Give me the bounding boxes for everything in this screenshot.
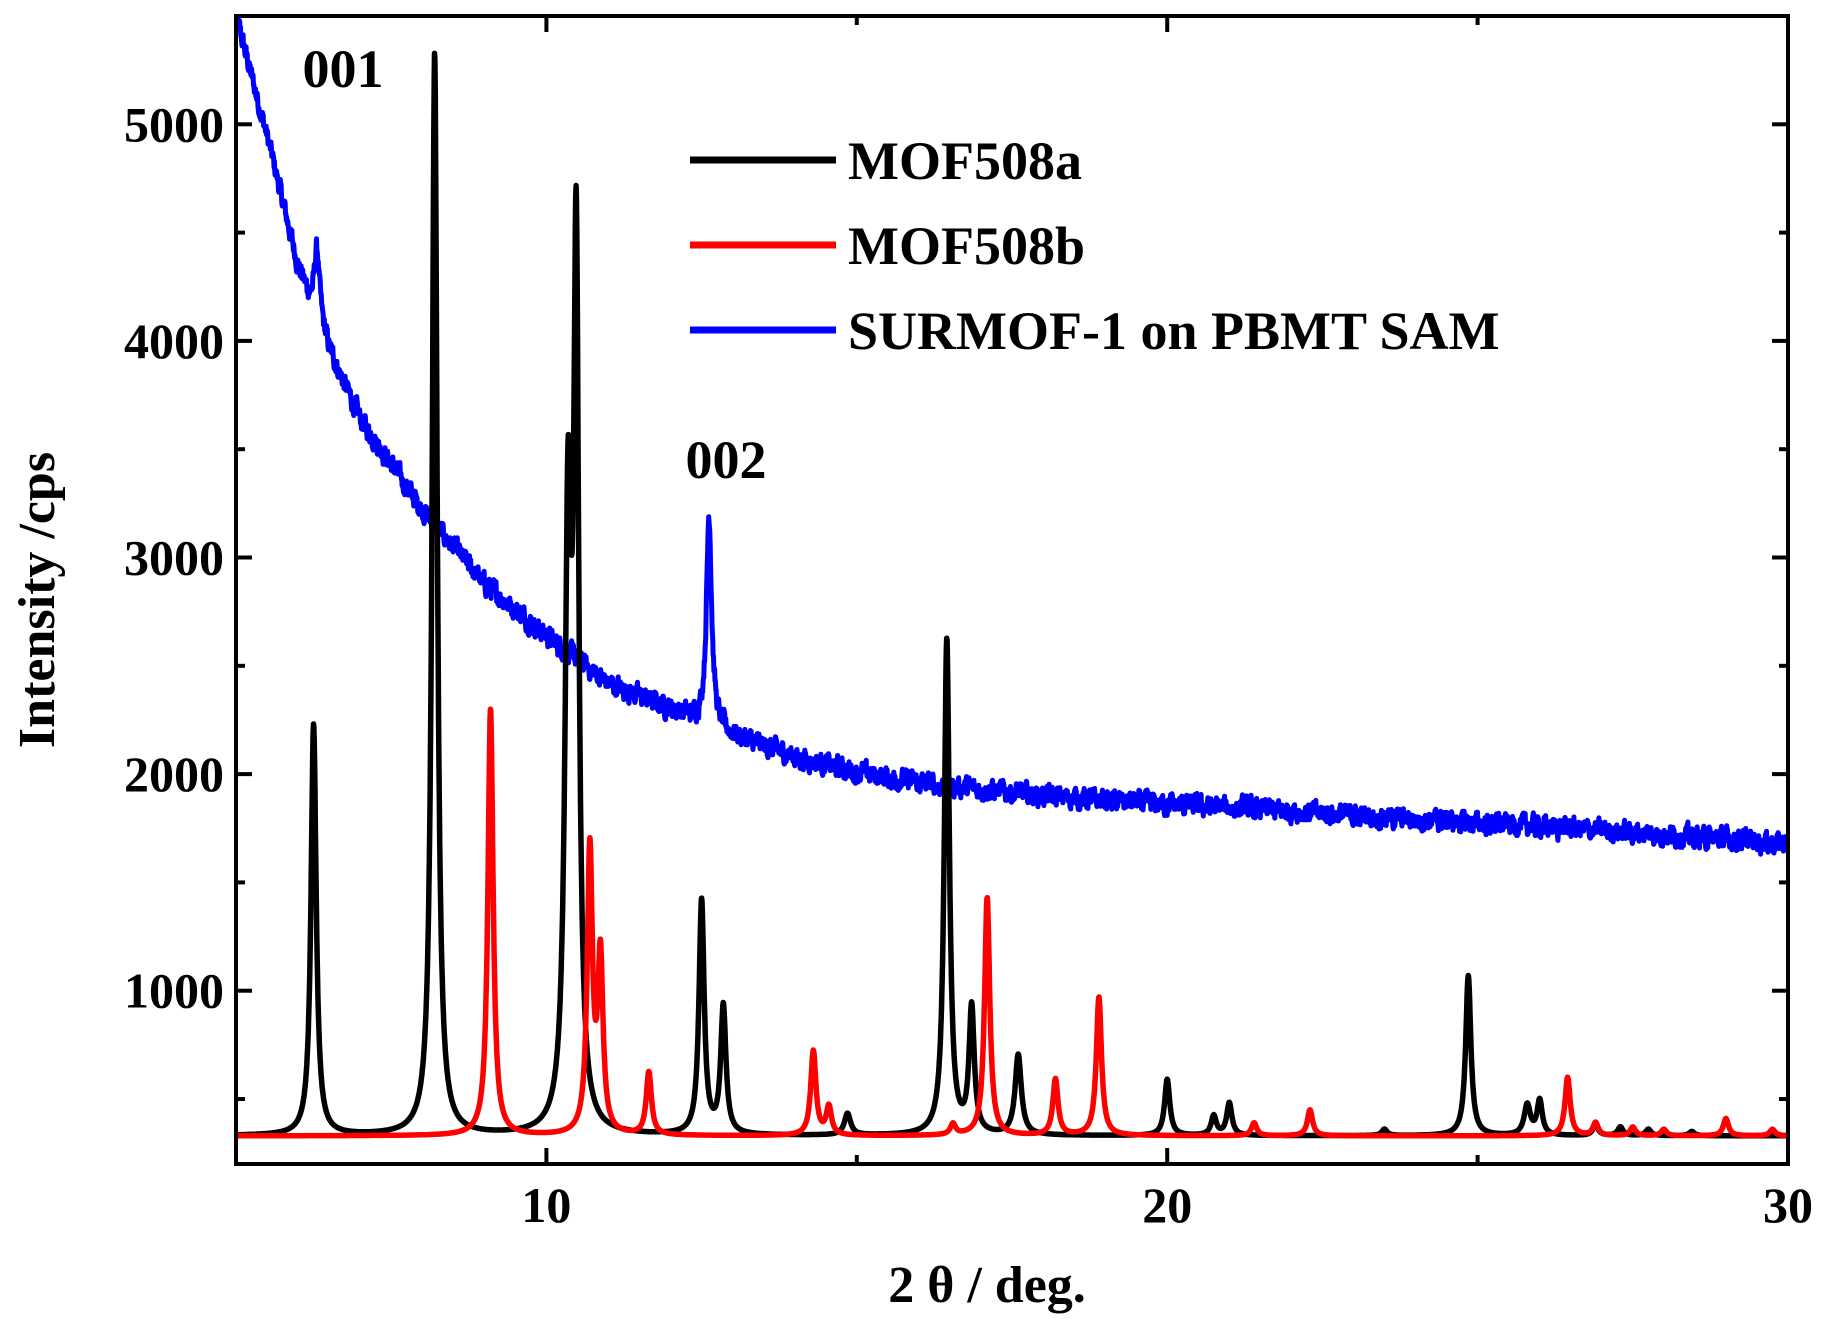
plot-frame (234, 14, 1790, 1166)
y-tick-label: 2000 (124, 746, 224, 802)
series-line-mof508b (236, 706, 1788, 1139)
annotation-002: 002 (686, 430, 767, 490)
y-tick-label: 3000 (124, 530, 224, 586)
y-axis-title: Intensity /cps (9, 452, 66, 748)
y-tick-label: 5000 (124, 96, 224, 152)
legend-label-mof508a: MOF508a (848, 131, 1082, 191)
y-tick-label: 4000 (124, 313, 224, 369)
x-tick-label: 20 (1142, 1177, 1192, 1233)
series-layer (236, 16, 1788, 1139)
ticks-layer: 10 20 30 1000 2000 3000 4000 5000 (124, 16, 1813, 1233)
x-axis-title: 2 θ / deg. (888, 1257, 1086, 1314)
legend-label-surmof: SURMOF-1 on PBMT SAM (848, 301, 1500, 361)
legend: MOF508a MOF508b SURMOF-1 on PBMT SAM (690, 131, 1500, 361)
series-line-mof508a (236, 50, 1788, 1139)
plot-area (236, 16, 1788, 1139)
annotation-001: 001 (303, 39, 384, 99)
series-line-surmof-1-on-pbmt-sam (236, 16, 1788, 857)
x-tick-label: 10 (521, 1177, 571, 1233)
x-tick-label: 30 (1763, 1177, 1813, 1233)
y-tick-label: 1000 (124, 963, 224, 1019)
legend-label-mof508b: MOF508b (848, 216, 1085, 276)
